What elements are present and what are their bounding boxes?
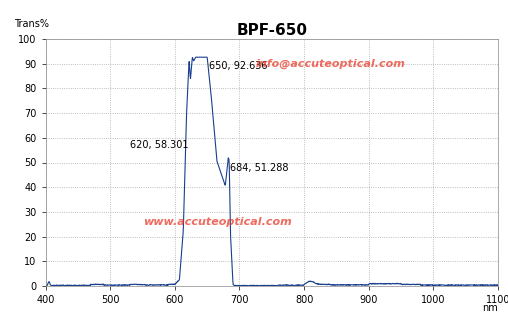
- Text: 620, 58.301: 620, 58.301: [130, 140, 188, 150]
- Title: BPF-650: BPF-650: [236, 23, 307, 38]
- Text: www.accuteoptical.com: www.accuteoptical.com: [143, 217, 292, 227]
- Text: info@accuteoptical.com: info@accuteoptical.com: [256, 58, 405, 69]
- Text: nm: nm: [482, 303, 498, 313]
- Text: Trans%: Trans%: [14, 19, 49, 29]
- Text: 650, 92.636: 650, 92.636: [209, 61, 268, 71]
- Text: 684, 51.288: 684, 51.288: [231, 162, 289, 173]
